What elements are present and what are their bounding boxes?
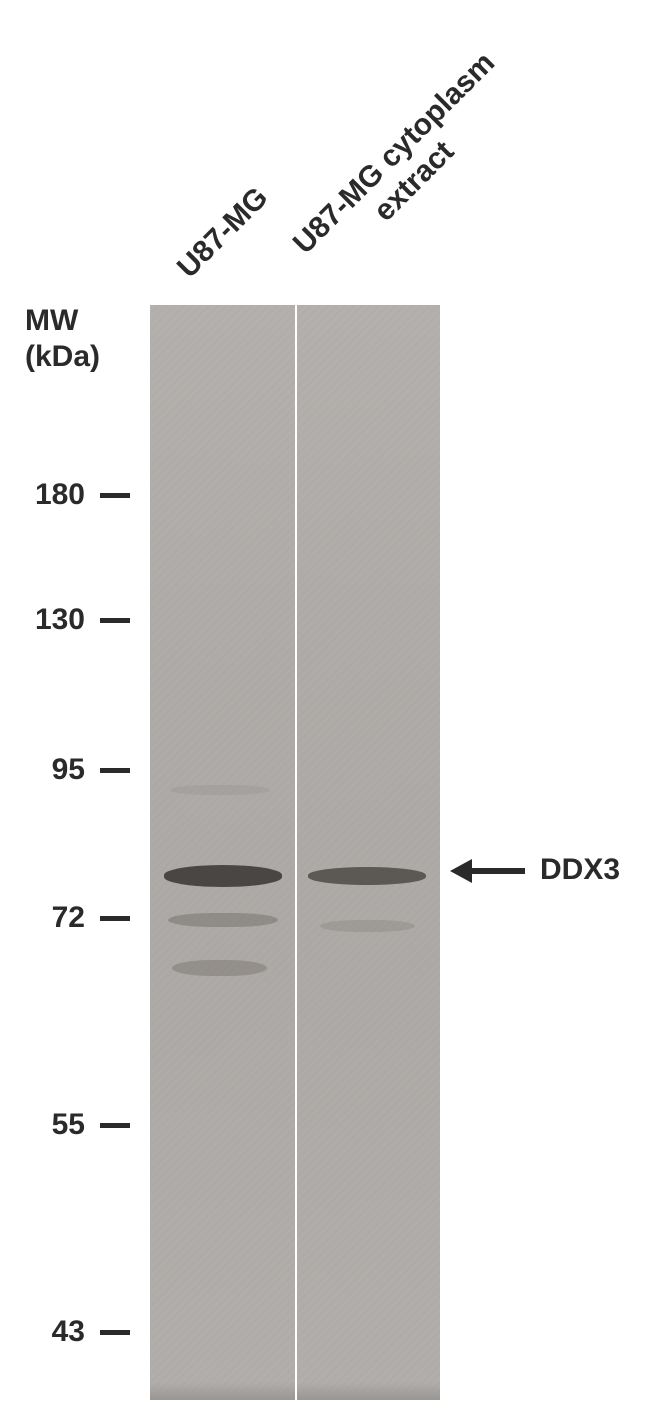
marker-43: 43 (45, 1315, 85, 1349)
marker-130: 130 (25, 603, 85, 637)
band-lane1-below2 (172, 960, 267, 976)
lane-label-1-text: U87-MG (171, 181, 274, 284)
mw-header-line2: (kDa) (25, 339, 100, 375)
lane-label-2: U87-MG cytoplasm extract (287, 46, 526, 285)
band-lane2-main (308, 867, 426, 885)
marker-72: 72 (45, 901, 85, 935)
protein-label: DDX3 (540, 853, 620, 887)
band-lane1-below1 (168, 913, 278, 927)
marker-55: 55 (45, 1108, 85, 1142)
marker-tick-130 (100, 618, 130, 623)
marker-tick-43 (100, 1330, 130, 1335)
blot-membrane (150, 305, 440, 1400)
marker-tick-180 (100, 493, 130, 498)
lane-divider (295, 305, 297, 1400)
lane-label-2-line1: U87-MG cytoplasm (287, 46, 502, 261)
band-lane1-faint-upper (170, 785, 270, 795)
western-blot-figure: U87-MG U87-MG cytoplasm extract MW (kDa)… (0, 0, 650, 1425)
marker-tick-95 (100, 768, 130, 773)
mw-header-line1: MW (25, 303, 100, 339)
lane-label-2-line2: extract (311, 70, 526, 285)
arrow-head (450, 859, 472, 883)
marker-tick-55 (100, 1123, 130, 1128)
arrow-line (470, 868, 525, 874)
marker-95: 95 (45, 753, 85, 787)
mw-header: MW (kDa) (25, 303, 100, 375)
band-lane2-below (320, 920, 415, 932)
lane-label-1: U87-MG (171, 181, 275, 285)
band-lane1-main (164, 865, 282, 887)
marker-tick-72 (100, 916, 130, 921)
marker-180: 180 (25, 478, 85, 512)
